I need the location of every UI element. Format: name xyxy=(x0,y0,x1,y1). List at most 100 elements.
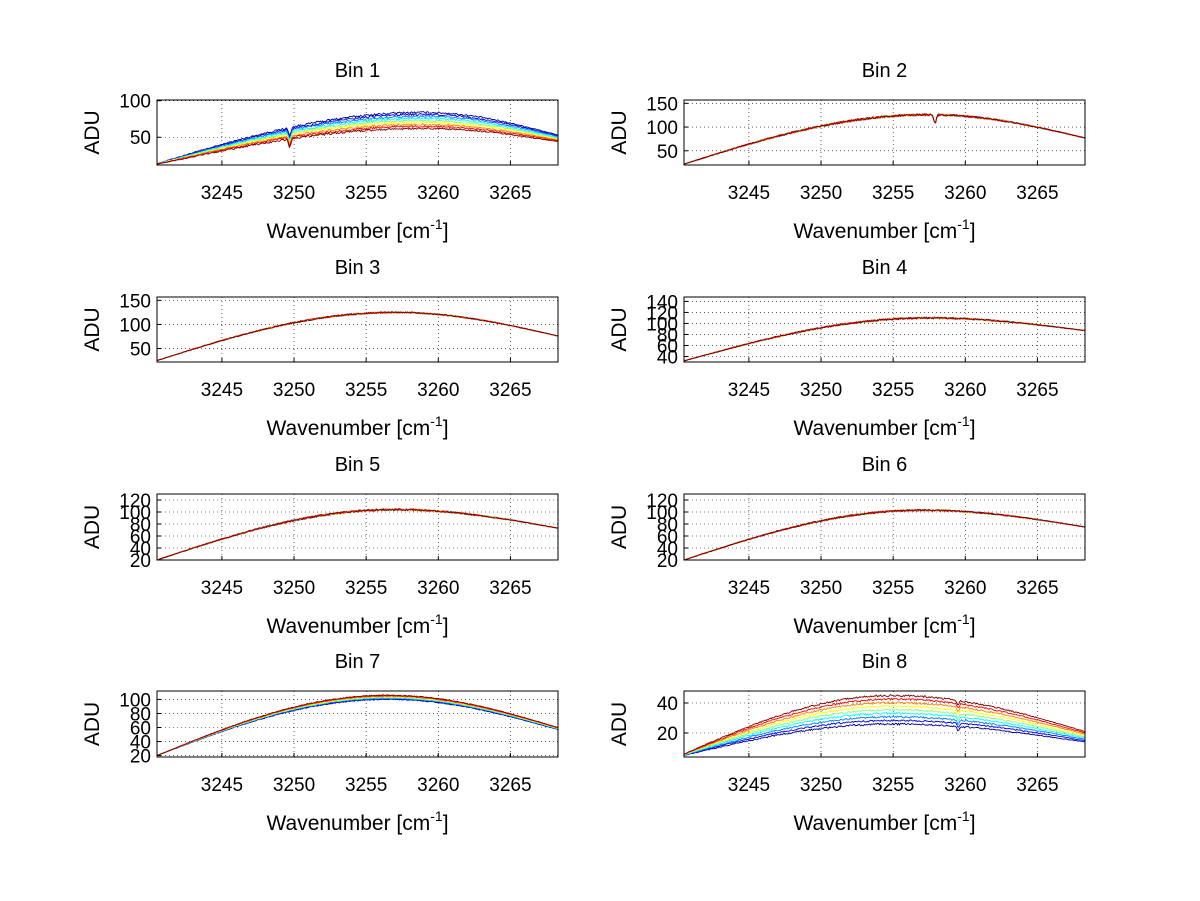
y-tick-label: 50 xyxy=(657,142,678,163)
y-axis-label: ADU xyxy=(608,505,631,549)
axes-box xyxy=(683,296,1086,363)
series-line xyxy=(684,113,1085,165)
y-tick-label: 100 xyxy=(119,503,151,524)
series-line xyxy=(157,124,558,165)
y-tick-label: 120 xyxy=(119,491,151,512)
y-tick-label: 100 xyxy=(119,315,151,336)
y-tick-label: 140 xyxy=(646,292,678,313)
x-tick-label: 3265 xyxy=(1016,775,1058,796)
series-line xyxy=(157,126,558,165)
y-tick-label: 50 xyxy=(130,128,151,149)
y-tick-label: 20 xyxy=(657,724,678,745)
x-tick-label: 3255 xyxy=(345,183,387,204)
x-tick-label: 3245 xyxy=(201,578,243,599)
y-tick-label: 40 xyxy=(657,694,678,715)
series-line xyxy=(157,508,558,560)
y-tick-label: 40 xyxy=(657,347,678,368)
series-group xyxy=(684,316,1085,362)
series-line xyxy=(157,311,558,362)
axes-box xyxy=(683,690,1086,758)
series-line xyxy=(684,704,1085,756)
x-tick-label: 3245 xyxy=(728,578,770,599)
y-tick-label: 80 xyxy=(657,515,678,536)
y-tick-label: 100 xyxy=(646,503,678,524)
x-tick-label: 3250 xyxy=(273,578,315,599)
x-axis-label: Wavenumber [cm-1] xyxy=(793,413,975,440)
series-line xyxy=(157,694,558,757)
series-line xyxy=(157,311,558,362)
series-line xyxy=(157,508,558,560)
series-line xyxy=(684,113,1085,165)
subplot-8: 3245 3250 3255 3260 3265 20 40 Bin 8 Wavenumber … xyxy=(608,651,1086,835)
x-axis-label: Wavenumber [cm-1] xyxy=(266,808,448,835)
series-line xyxy=(684,113,1085,165)
series-line xyxy=(684,113,1085,165)
axes-box xyxy=(683,99,1086,166)
subplot-title: Bin 8 xyxy=(862,651,908,673)
axes-box xyxy=(683,493,1086,561)
series-line xyxy=(157,111,558,165)
series-line xyxy=(157,508,558,560)
subplot-2: 3245 3250 3255 3260 3265 50 100 150 Bin 2 Wavenum… xyxy=(608,60,1086,243)
series-line xyxy=(157,120,558,165)
x-tick-label: 3260 xyxy=(417,578,459,599)
subplot-title: Bin 3 xyxy=(335,257,381,279)
series-line xyxy=(684,694,1085,755)
x-tick-label: 3255 xyxy=(345,380,387,401)
x-axis-label: Wavenumber [cm-1] xyxy=(793,611,975,638)
y-tick-label: 100 xyxy=(119,92,151,113)
y-tick-label: 150 xyxy=(646,94,678,115)
axes-box xyxy=(156,690,559,758)
x-tick-label: 3245 xyxy=(201,183,243,204)
series-line xyxy=(684,701,1085,755)
y-axis-label: ADU xyxy=(608,110,631,154)
x-tick-label: 3245 xyxy=(728,380,770,401)
y-tick-label: 100 xyxy=(119,690,151,711)
y-tick-label: 80 xyxy=(130,515,151,536)
series-group xyxy=(157,111,558,165)
x-tick-label: 3255 xyxy=(345,775,387,796)
subplot-1: 3245 3250 3255 3260 3265 50 100 Bin 1 Wavenumber… xyxy=(81,60,559,243)
series-line xyxy=(157,311,558,362)
y-tick-label: 60 xyxy=(130,527,151,548)
x-tick-label: 3250 xyxy=(800,380,842,401)
y-axis-label: ADU xyxy=(81,505,104,549)
x-tick-label: 3265 xyxy=(1016,380,1058,401)
series-line xyxy=(157,311,558,362)
series-line xyxy=(157,696,558,757)
subplot-title: Bin 2 xyxy=(862,60,908,82)
axes-box xyxy=(156,99,559,166)
x-tick-label: 3260 xyxy=(944,578,986,599)
x-tick-label: 3265 xyxy=(489,578,531,599)
series-line xyxy=(157,508,558,560)
x-tick-label: 3260 xyxy=(417,775,459,796)
x-tick-label: 3265 xyxy=(1016,183,1058,204)
series-line xyxy=(157,697,558,757)
series-line xyxy=(684,697,1085,755)
series-line xyxy=(684,113,1085,165)
y-axis-label: ADU xyxy=(81,307,104,351)
x-axis-label: Wavenumber [cm-1] xyxy=(266,611,448,638)
series-group xyxy=(157,507,558,560)
y-tick-label: 20 xyxy=(130,747,151,768)
series-line xyxy=(157,695,558,757)
y-tick-label: 120 xyxy=(646,303,678,324)
series-group xyxy=(157,694,558,757)
y-axis-label: ADU xyxy=(81,702,104,746)
series-line xyxy=(157,697,558,757)
x-tick-label: 3250 xyxy=(273,183,315,204)
y-tick-label: 60 xyxy=(657,527,678,548)
x-axis-label: Wavenumber [cm-1] xyxy=(793,808,975,835)
x-tick-label: 3245 xyxy=(728,183,770,204)
y-axis-label: ADU xyxy=(81,110,104,154)
x-tick-label: 3255 xyxy=(345,578,387,599)
series-line xyxy=(684,719,1085,757)
series-line xyxy=(684,722,1085,757)
x-tick-label: 3250 xyxy=(273,380,315,401)
y-tick-label: 60 xyxy=(657,336,678,357)
subplot-title: Bin 7 xyxy=(335,651,381,673)
